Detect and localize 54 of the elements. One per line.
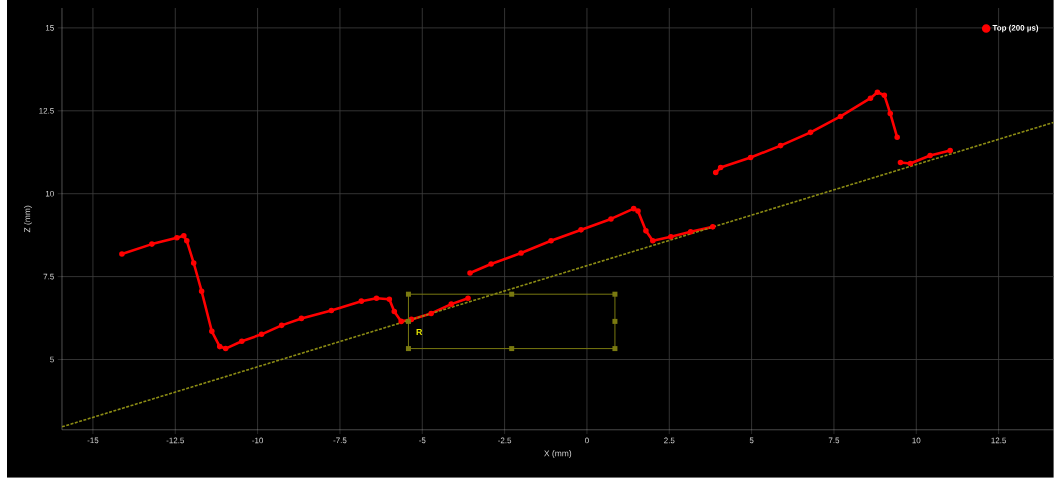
point <box>328 307 335 314</box>
point <box>548 238 554 244</box>
point <box>907 160 914 167</box>
point <box>712 169 719 176</box>
point <box>258 331 265 338</box>
point <box>650 238 656 244</box>
point <box>373 295 380 302</box>
point <box>881 92 888 99</box>
point <box>209 328 215 335</box>
point <box>897 159 904 166</box>
point <box>608 216 614 222</box>
point <box>222 345 229 352</box>
point <box>947 147 953 154</box>
point <box>358 298 365 305</box>
point <box>518 250 524 256</box>
point <box>181 233 187 239</box>
point <box>174 235 180 241</box>
point <box>874 89 881 96</box>
point <box>298 315 305 322</box>
point <box>630 205 637 212</box>
point <box>887 110 894 117</box>
point <box>777 142 784 149</box>
point <box>867 95 874 102</box>
point <box>398 318 404 325</box>
point <box>467 270 473 276</box>
point <box>894 134 900 141</box>
point <box>119 251 125 257</box>
x-axis-title: X (mm) <box>544 450 572 459</box>
point <box>635 208 641 214</box>
point <box>448 301 455 308</box>
point <box>837 113 844 120</box>
point <box>709 224 716 230</box>
point <box>391 308 398 315</box>
point <box>465 295 471 302</box>
point <box>687 229 694 235</box>
point <box>149 241 155 247</box>
point <box>386 296 393 303</box>
point <box>428 310 434 317</box>
annotation: R <box>416 329 423 336</box>
point <box>643 228 649 234</box>
point <box>239 338 245 345</box>
point <box>578 227 584 233</box>
point <box>190 260 197 266</box>
point <box>927 152 933 159</box>
point <box>278 322 285 329</box>
point <box>717 164 724 171</box>
point <box>807 129 814 136</box>
point <box>184 238 190 244</box>
point <box>668 234 674 240</box>
point <box>747 154 754 161</box>
point <box>216 343 223 350</box>
point <box>488 261 494 267</box>
y-axis-title: Z (mm) <box>23 205 32 233</box>
point <box>198 288 205 295</box>
